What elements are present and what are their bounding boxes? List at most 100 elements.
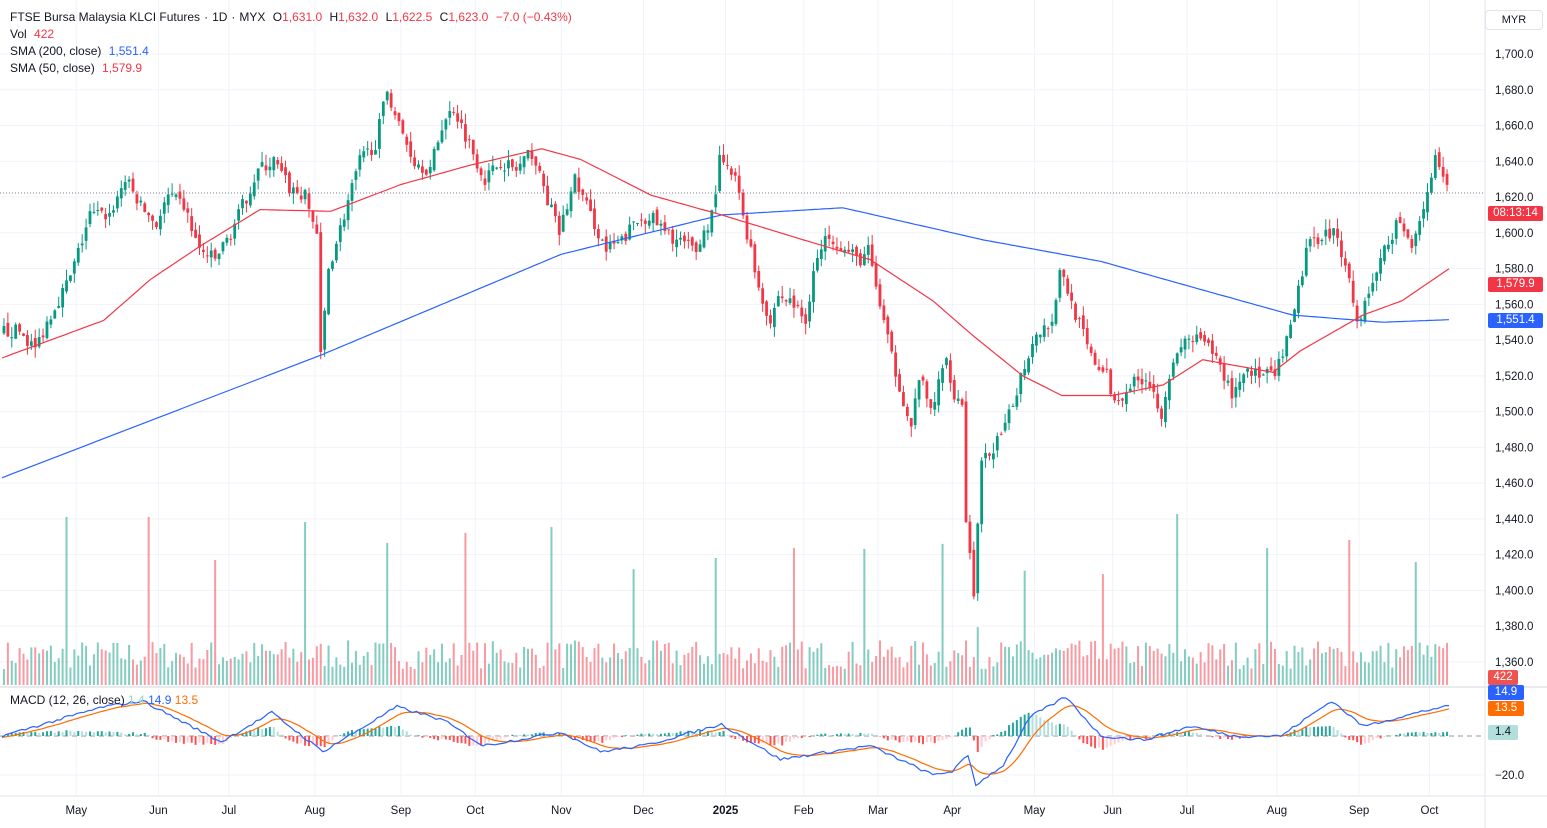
volume-bar (683, 654, 686, 685)
candle-body (507, 160, 510, 169)
candle-body (624, 233, 628, 241)
volume-bar (789, 642, 792, 685)
macd-histogram-bar (1133, 736, 1136, 740)
volume-bar (1035, 659, 1038, 685)
macd-histogram-bar (276, 731, 279, 736)
low-label: L (385, 10, 393, 24)
macd-histogram-bar (605, 736, 608, 741)
volume-bar (480, 668, 483, 685)
macd-histogram-bar (198, 736, 201, 743)
macd-histogram-bar (957, 732, 960, 736)
volume-bar (1195, 663, 1198, 685)
candle-body (256, 168, 260, 181)
candle-body (76, 247, 80, 263)
candle-body (1101, 367, 1105, 372)
macd-histogram-bar (843, 733, 846, 736)
volume-bar (1078, 640, 1081, 685)
interval[interactable]: 1D (212, 10, 228, 24)
volume-bar (182, 656, 185, 685)
volume-bar (159, 648, 162, 685)
macd-histogram-bar (34, 731, 37, 736)
candle-body (909, 418, 913, 427)
volume-bar (1156, 648, 1159, 685)
macd-histogram-bar (57, 731, 60, 736)
macd-histogram-bar (1152, 736, 1155, 737)
macd-histogram-bar (1008, 725, 1011, 736)
volume-bar (405, 661, 408, 685)
macd-histogram-bar (491, 736, 494, 742)
candle-body (769, 315, 772, 324)
candle-body (534, 156, 538, 166)
candle-body (112, 210, 115, 213)
macd-histogram-bar (863, 733, 866, 736)
x-tick-label: Oct (466, 805, 485, 817)
volume-bar (1172, 652, 1175, 685)
macd-histogram-bar (918, 736, 921, 743)
volume-legend[interactable]: Vol 422 (10, 26, 576, 43)
macd-histogram-bar (1097, 736, 1100, 748)
candle-body (522, 156, 526, 168)
volume-bar (804, 668, 807, 685)
candle-body (405, 136, 409, 145)
candle-body (229, 238, 233, 240)
volume-bar (1211, 645, 1214, 685)
macd-histogram-bar (1113, 736, 1116, 745)
volume-bar (1215, 659, 1218, 685)
macd-histogram-bar (272, 727, 275, 736)
volume-bar (1137, 646, 1140, 685)
volume-bar (1281, 665, 1284, 685)
macd-histogram-bar (1336, 730, 1339, 736)
macd-histogram-bar (890, 736, 893, 740)
volume-bar (1258, 643, 1261, 685)
macd-histogram-bar (691, 730, 694, 736)
candle-body (941, 368, 944, 383)
candle-body (643, 220, 647, 224)
volume-bar (773, 656, 776, 685)
volume-bar (753, 663, 756, 685)
candle-body (573, 174, 577, 193)
candle-body (929, 399, 933, 408)
volume-bar (155, 653, 158, 685)
volume-bar (1039, 657, 1042, 685)
volume-bar (761, 660, 764, 685)
candle-body (679, 237, 682, 240)
volume-bar (1129, 663, 1132, 685)
macd-legend[interactable]: MACD (12, 26, close) 1.4 14.9 13.5 (10, 693, 198, 707)
macd-histogram-bar (343, 733, 346, 736)
sma200-legend[interactable]: SMA (200, close) 1,551.4 (10, 43, 576, 60)
macd-histogram-bar (777, 736, 780, 744)
macd-histogram-bar (1442, 732, 1445, 736)
candle-body (1167, 378, 1171, 401)
candle-body (1394, 220, 1398, 239)
macd-histogram-bar (288, 736, 291, 741)
candle-body (29, 341, 33, 346)
macd-histogram-bar (331, 736, 334, 741)
volume-bar (902, 667, 905, 685)
volume-bar (749, 653, 752, 685)
symbol-name[interactable]: FTSE Bursa Malaysia KLCI Futures (10, 10, 201, 24)
volume-bar (374, 642, 377, 685)
macd-histogram-bar (1148, 736, 1151, 738)
volume-bar (691, 646, 694, 685)
macd-histogram-bar (85, 731, 88, 736)
candle-body (948, 360, 952, 383)
currency-button[interactable]: MYR (1485, 10, 1543, 30)
candle-body (616, 241, 620, 243)
macd-histogram-bar (530, 734, 533, 736)
candle-body (381, 101, 385, 117)
volume-bar (1051, 652, 1054, 685)
volume-bar (871, 662, 874, 685)
candle-body (706, 230, 710, 233)
macd-histogram-bar (460, 736, 463, 744)
macd-histogram-bar (1199, 734, 1202, 736)
sma50-legend[interactable]: SMA (50, close) 1,579.9 (10, 60, 576, 77)
candle-body (1085, 328, 1089, 345)
candle-body (1179, 347, 1183, 353)
volume-bar (487, 663, 490, 685)
candle-body (205, 255, 209, 257)
macd-histogram-bar (476, 736, 479, 746)
volume-bar (1285, 651, 1288, 685)
candle-body (323, 310, 327, 350)
macd-histogram-bar (88, 731, 91, 736)
